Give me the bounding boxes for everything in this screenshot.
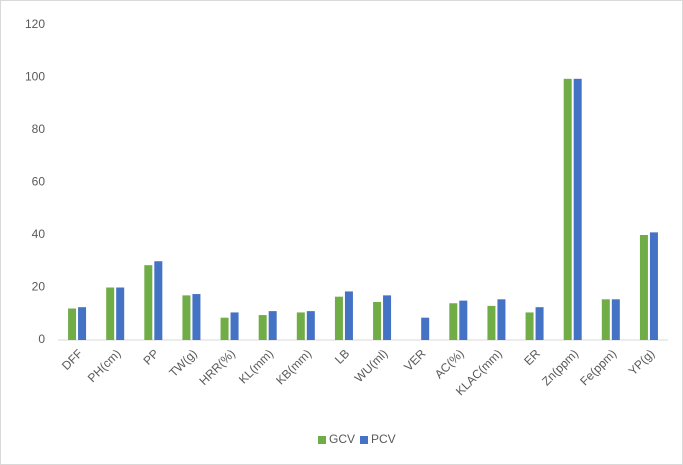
bar <box>601 299 610 340</box>
bar <box>306 311 315 340</box>
bar <box>573 78 582 340</box>
bar <box>525 312 534 340</box>
bar <box>182 295 191 340</box>
y-tick-label: 0 <box>38 332 45 346</box>
bar <box>373 301 382 340</box>
bar <box>154 261 163 340</box>
bar <box>344 291 353 340</box>
y-tick-label: 100 <box>25 70 45 84</box>
bar <box>106 287 115 340</box>
bar <box>449 303 458 340</box>
bar <box>258 315 267 340</box>
bar <box>649 232 658 340</box>
bar <box>497 299 506 340</box>
legend-label: PCV <box>371 432 396 446</box>
y-tick-label: 20 <box>32 280 46 294</box>
bar <box>192 294 201 340</box>
bar <box>383 295 392 340</box>
bar <box>563 78 572 340</box>
y-tick-label: 120 <box>25 17 45 31</box>
bar <box>268 311 277 340</box>
y-tick-label: 80 <box>32 122 46 136</box>
bar <box>116 287 125 340</box>
bar <box>535 307 544 340</box>
y-tick-label: 60 <box>32 175 46 189</box>
bar <box>639 235 648 340</box>
bar <box>220 317 229 340</box>
bar <box>487 305 496 340</box>
bar <box>296 312 305 340</box>
bar <box>459 300 468 340</box>
bar <box>611 299 620 340</box>
bar <box>78 307 87 340</box>
legend-swatch <box>360 436 368 444</box>
bar <box>68 308 77 340</box>
bar <box>144 265 153 340</box>
y-tick-label: 40 <box>32 227 46 241</box>
legend-swatch <box>318 436 326 444</box>
bar <box>230 312 239 340</box>
legend-label: GCV <box>329 432 355 446</box>
bar <box>421 317 430 340</box>
bar <box>334 296 343 340</box>
